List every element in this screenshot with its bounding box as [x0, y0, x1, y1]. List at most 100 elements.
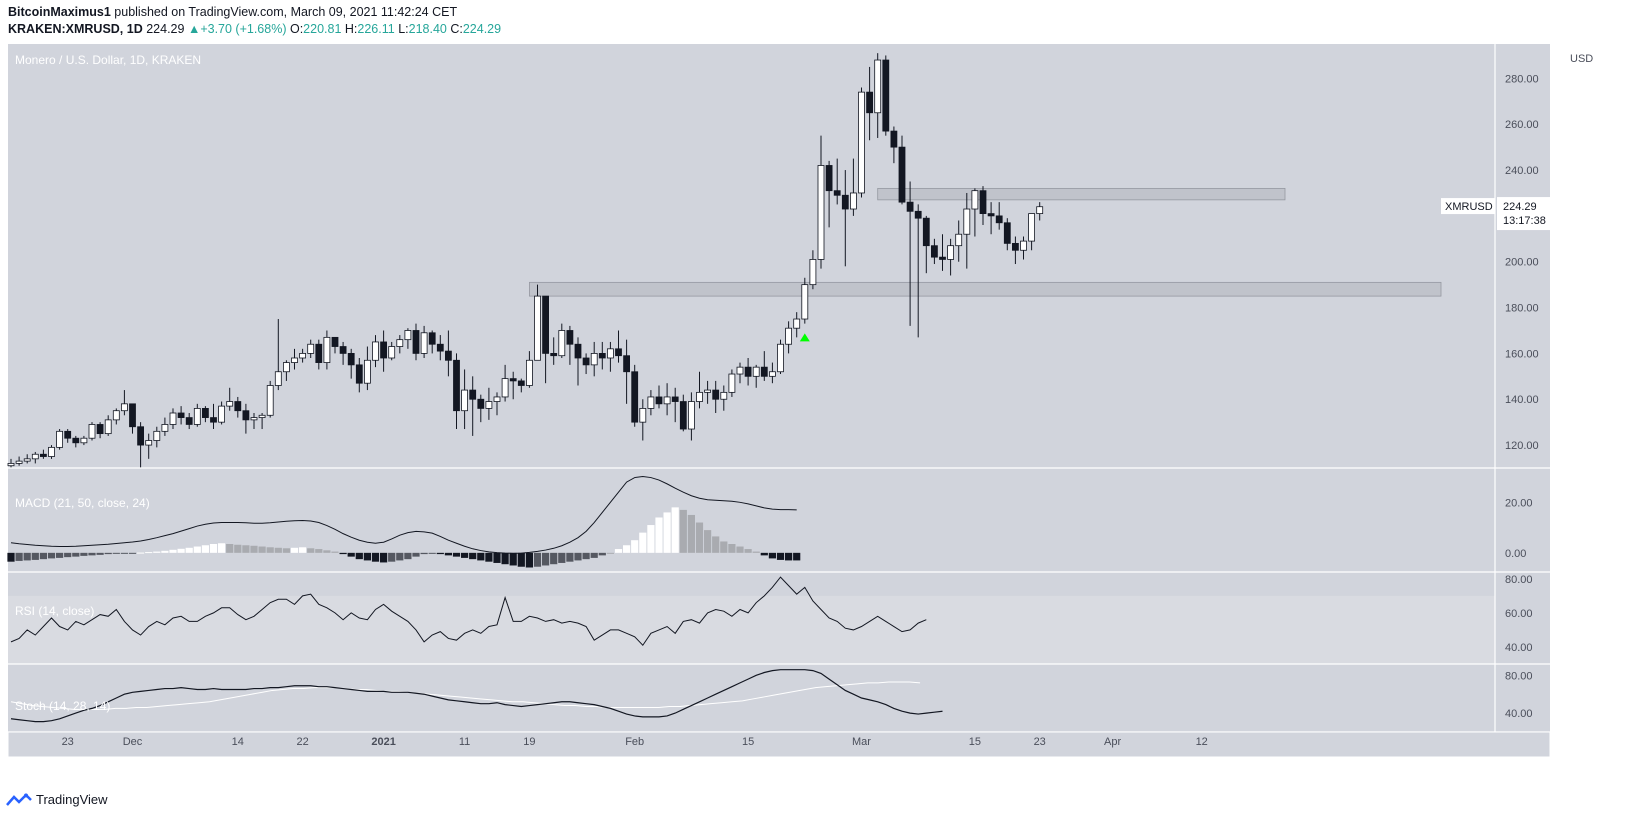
time-tick-label: Apr	[1104, 736, 1121, 748]
candle-body	[112, 410, 120, 421]
candle-body	[833, 190, 841, 196]
stoch-title: Stoch (14, 28, 14)	[15, 699, 110, 713]
candle-body	[412, 330, 420, 354]
author-name[interactable]: BitcoinMaximus1	[8, 5, 111, 19]
macd-histogram-bar	[452, 552, 461, 557]
close-value: 224.29	[462, 22, 502, 36]
rsi-tick-label: 80.00	[1505, 574, 1533, 586]
candle-body	[898, 146, 906, 203]
candle-body	[736, 366, 744, 375]
stoch-tick-label: 40.00	[1505, 708, 1533, 720]
macd-histogram-bar	[169, 549, 177, 553]
candle-body	[355, 364, 363, 384]
time-tick-label: Dec	[123, 736, 143, 748]
macd-pane[interactable]	[7, 476, 801, 568]
candle-body	[760, 366, 768, 377]
macd-histogram-bar	[274, 547, 282, 553]
macd-histogram-bar	[371, 552, 380, 562]
candle-body	[825, 165, 833, 192]
close-label: C:	[450, 22, 463, 36]
macd-histogram-bar	[695, 522, 704, 553]
macd-histogram-bar	[606, 552, 614, 554]
candle-body	[874, 59, 882, 114]
high-label: H:	[344, 22, 358, 36]
candle-body	[1003, 222, 1011, 244]
macd-histogram-bar	[185, 547, 193, 553]
candle-body	[363, 359, 371, 384]
candle-body	[15, 460, 23, 464]
macd-histogram-bar	[282, 548, 290, 553]
candle-body	[607, 348, 614, 359]
candle-body	[56, 430, 63, 448]
macd-histogram-bar	[493, 552, 501, 563]
candle-body	[104, 419, 112, 435]
candle-body	[647, 396, 655, 409]
macd-histogram-bar	[712, 536, 720, 553]
macd-histogram-bar	[655, 517, 663, 553]
candle-body	[121, 403, 128, 412]
rsi-band	[8, 595, 1495, 664]
currency-label: USD	[1570, 53, 1593, 65]
price-pane[interactable]	[7, 53, 1442, 468]
price-tick-label: 140.00	[1505, 394, 1539, 406]
macd-histogram-bar	[112, 552, 120, 554]
macd-histogram-bar	[363, 552, 371, 561]
stoch-pane[interactable]	[10, 669, 943, 723]
macd-histogram-bar	[339, 552, 347, 555]
time-tick-label: Feb	[625, 736, 644, 748]
price-tick-label: 120.00	[1505, 440, 1539, 452]
candle-body	[890, 130, 898, 148]
candle-body	[80, 437, 88, 444]
candle-body	[250, 417, 258, 421]
macd-histogram-bar	[687, 514, 695, 553]
tradingview-logo[interactable]: TradingView	[6, 792, 108, 807]
macd-histogram-bar	[485, 552, 493, 562]
candle-body	[679, 401, 687, 430]
candle-body	[712, 389, 720, 400]
candle-body	[882, 59, 890, 132]
candle-body	[963, 208, 971, 235]
candle-body	[720, 391, 728, 400]
candle-body	[177, 412, 185, 418]
candle-body	[242, 410, 250, 421]
macd-histogram-bar	[501, 552, 509, 565]
macd-histogram-bar	[315, 549, 323, 553]
low-value: 218.40	[408, 22, 447, 36]
macd-histogram-bar	[720, 541, 728, 553]
candle-body	[793, 318, 801, 329]
macd-histogram-bar	[550, 552, 558, 565]
price-tick-label: 280.00	[1505, 73, 1539, 85]
candle-body	[137, 426, 145, 446]
candle-body	[777, 343, 784, 373]
support-zone	[529, 281, 1442, 297]
candle-body	[858, 91, 865, 194]
candle-body	[534, 295, 541, 361]
candle-body	[372, 341, 379, 361]
candle-body	[388, 346, 396, 359]
time-axis-bg	[7, 731, 1551, 758]
macd-histogram-bar	[533, 552, 542, 567]
price-tick-label: 200.00	[1505, 257, 1539, 269]
candle-body	[88, 424, 96, 439]
symbol-line: KRAKEN:XMRUSD, 1D	[8, 22, 143, 36]
candle-body	[631, 371, 639, 423]
candle-body	[663, 396, 671, 405]
time-tick-label: 12	[1196, 736, 1208, 748]
macd-histogram-bar	[242, 545, 250, 553]
candle-body	[299, 353, 307, 359]
candle-body	[7, 463, 15, 467]
candle-body	[558, 330, 566, 357]
macd-histogram-bar	[728, 544, 736, 553]
rsi-pane[interactable]	[8, 576, 1495, 664]
change-arrow-icon: ▲	[187, 22, 201, 36]
macd-histogram-bar	[153, 551, 161, 553]
macd-histogram-bar	[31, 552, 39, 560]
candle-body	[931, 245, 938, 258]
countdown-tag: 13:17:38	[1503, 215, 1546, 227]
main-chart-title: Monero / U.S. Dollar, 1D, KRAKEN	[15, 53, 201, 67]
candle-body	[169, 412, 177, 425]
stoch-d-line	[10, 681, 921, 710]
macd-histogram-bar	[477, 552, 485, 561]
candle-body	[161, 424, 169, 432]
